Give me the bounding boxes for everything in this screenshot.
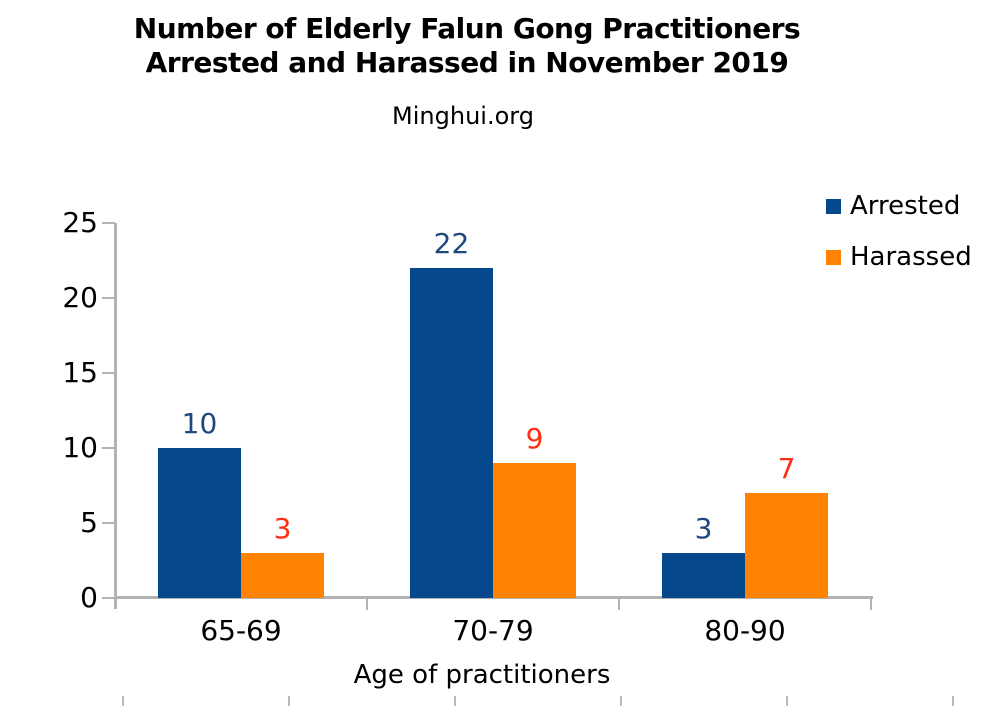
value-label-arrested-70-79: 22: [433, 227, 470, 260]
ruler-tick: [122, 696, 124, 706]
x-axis-tick: [366, 599, 368, 610]
y-axis-tick: [102, 522, 115, 524]
y-axis-tick: [102, 222, 115, 224]
legend-label: Harassed: [850, 242, 972, 272]
bar-harassed-70-79: [493, 463, 576, 598]
legend-marker-harassed: [826, 249, 841, 265]
ruler-tick: [454, 696, 456, 706]
bar-arrested-70-79: [410, 268, 493, 598]
legend-item-harassed: Harassed: [826, 242, 972, 272]
x-axis-tick: [618, 599, 620, 610]
ruler-tick: [288, 696, 290, 706]
x-axis-category-label: 80-90: [704, 614, 786, 647]
ruler-tick: [786, 696, 788, 706]
x-axis-category-label: 70-79: [452, 614, 534, 647]
chart-title-line-1: Number of Elderly Falun Gong Practitione…: [133, 12, 801, 45]
chart-title-line-2: Arrested and Harassed in November 2019: [145, 46, 789, 79]
y-axis-tick-label: 25: [62, 206, 98, 239]
value-label-harassed-65-69: 3: [273, 512, 292, 545]
value-label-arrested-80-90: 3: [694, 512, 713, 545]
chart-title: Number of Elderly Falun Gong Practitione…: [117, 12, 817, 80]
ruler-tick: [952, 696, 954, 706]
x-axis-title: Age of practitioners: [353, 660, 611, 690]
bar-harassed-80-90: [745, 493, 828, 598]
y-axis-tick-label: 5: [80, 506, 98, 539]
legend-marker-arrested: [826, 198, 841, 214]
x-axis-tick: [870, 599, 872, 610]
y-axis-tick: [102, 447, 115, 449]
bar-arrested-80-90: [662, 553, 745, 598]
y-axis-tick-label: 20: [62, 281, 98, 314]
bar-arrested-65-69: [158, 448, 241, 598]
legend-item-arrested: Arrested: [826, 191, 972, 221]
y-axis-line: [114, 223, 117, 609]
value-label-harassed-70-79: 9: [525, 422, 544, 455]
value-label-harassed-80-90: 7: [777, 452, 796, 485]
y-axis-tick: [102, 597, 115, 599]
x-axis-category-label: 65-69: [200, 614, 282, 647]
y-axis-tick: [102, 372, 115, 374]
legend-label: Arrested: [850, 191, 961, 221]
y-axis-tick-label: 10: [62, 431, 98, 464]
y-axis-tick-label: 0: [80, 581, 98, 614]
bar-harassed-65-69: [241, 553, 324, 598]
y-axis-tick-label: 15: [62, 356, 98, 389]
ruler-tick: [620, 696, 622, 706]
chart-subtitle: Minghui.org: [392, 102, 534, 130]
legend: Arrested Harassed: [826, 191, 972, 294]
y-axis-tick: [102, 297, 115, 299]
value-label-arrested-65-69: 10: [181, 407, 218, 440]
